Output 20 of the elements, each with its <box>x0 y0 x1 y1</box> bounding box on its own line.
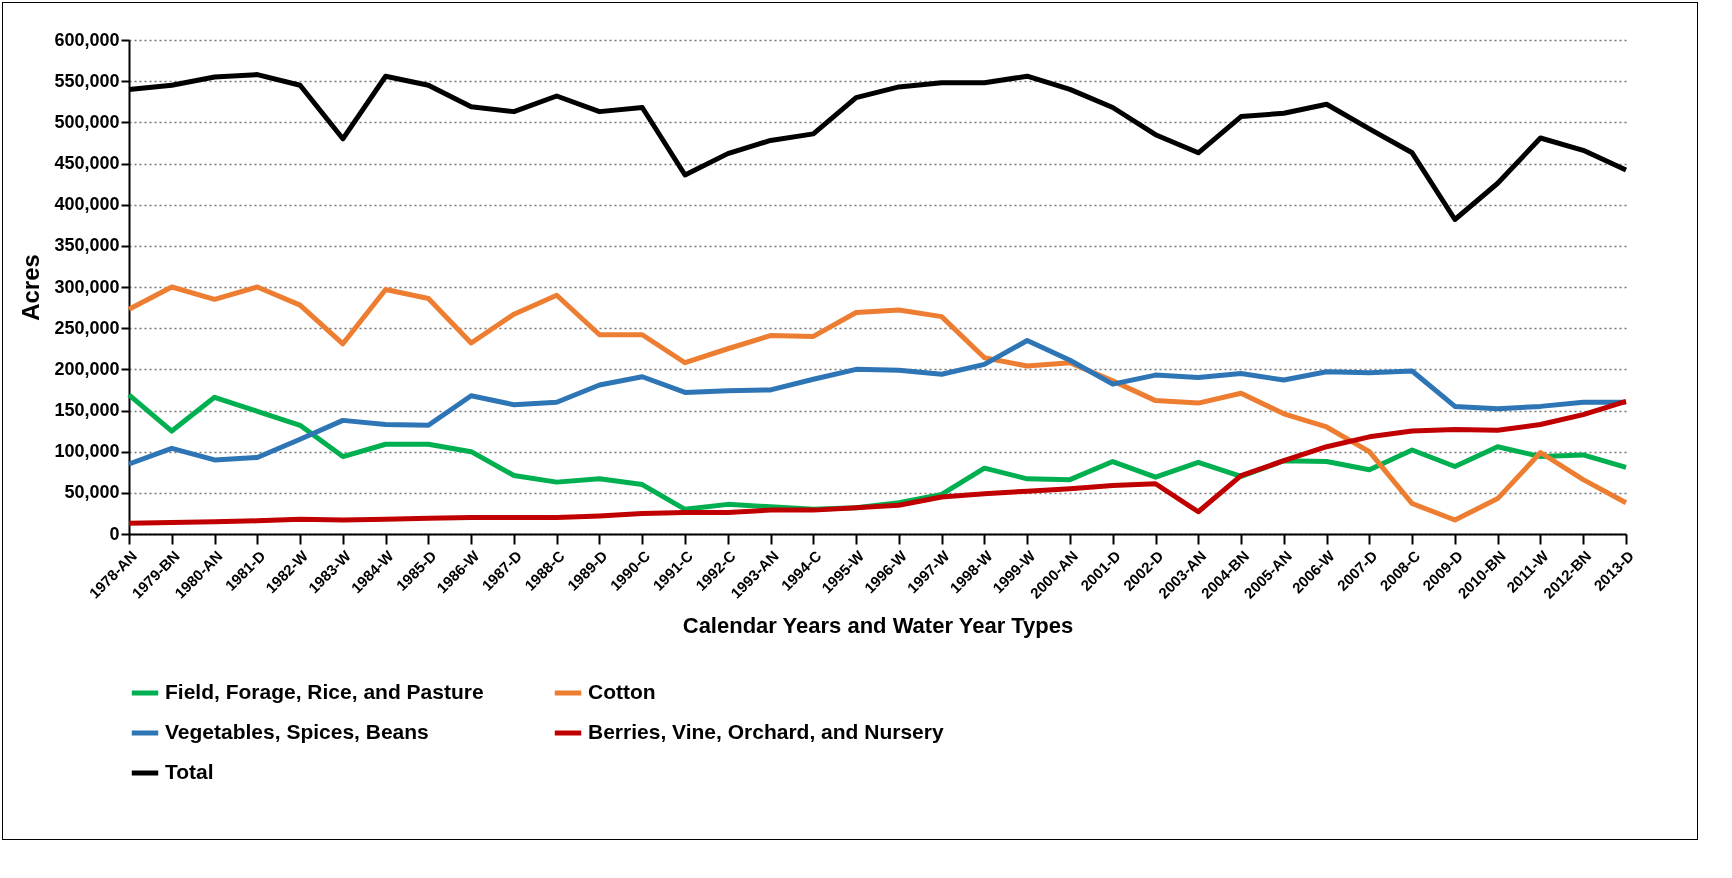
y-tick-label: 100,000 <box>54 441 120 462</box>
y-tick-label: 300,000 <box>54 276 120 297</box>
legend-label: Field, Forage, Rice, and Pasture <box>165 680 484 703</box>
y-tick-label: 350,000 <box>54 235 120 256</box>
y-tick-label: 600,000 <box>54 29 120 50</box>
legend-label: Vegetables, Spices, Beans <box>165 720 429 743</box>
y-axis-title: Acres <box>17 254 45 321</box>
y-tick-label: 400,000 <box>54 194 120 215</box>
y-tick-label: 150,000 <box>54 400 120 420</box>
y-tick-label: 50,000 <box>64 482 120 503</box>
y-tick-label: 500,000 <box>54 111 120 132</box>
legend-label: Total <box>165 760 214 783</box>
y-tick-label: 450,000 <box>54 153 120 173</box>
legend-label: Cotton <box>588 680 656 703</box>
y-tick-label: 250,000 <box>54 317 120 338</box>
y-tick-label: 0 <box>109 523 120 544</box>
x-axis-title: Calendar Years and Water Year Types <box>682 612 1074 638</box>
legend-label: Berries, Vine, Orchard, and Nursery <box>588 720 944 743</box>
y-tick-label: 550,000 <box>54 70 120 91</box>
y-tick-label: 200,000 <box>54 358 120 379</box>
